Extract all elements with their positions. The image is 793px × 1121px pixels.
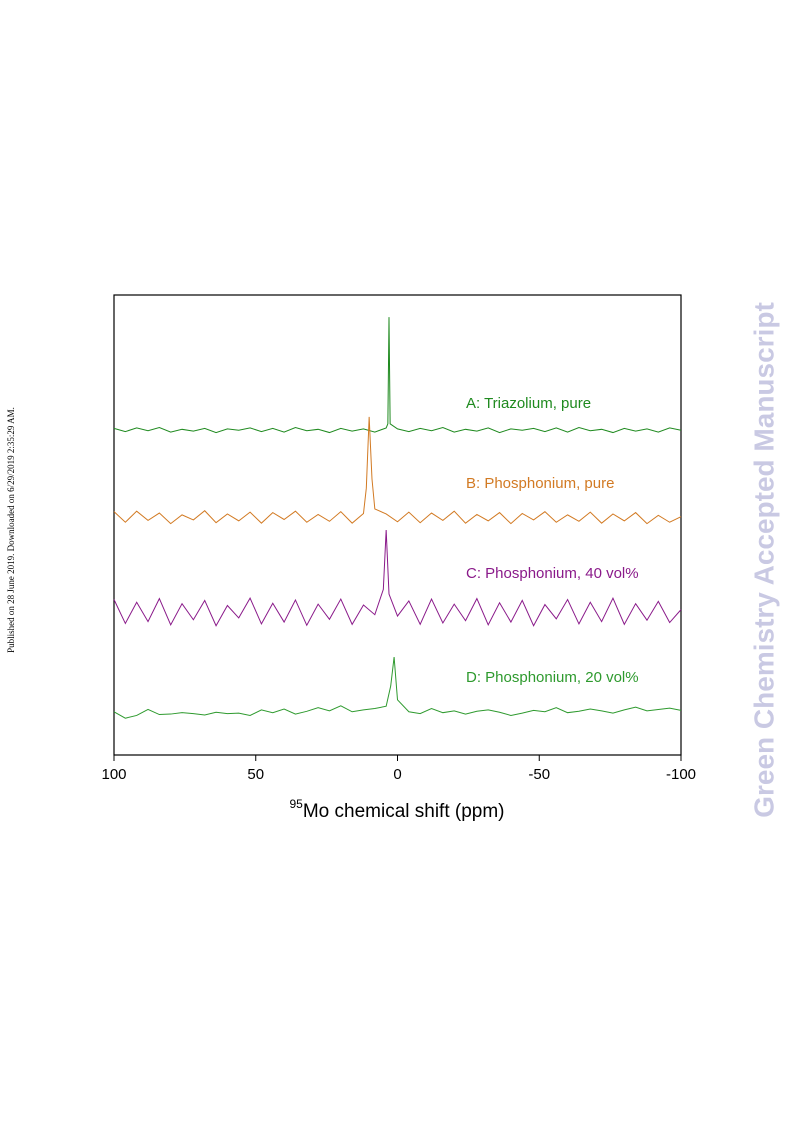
side-note: Published on 28 June 2019. Downloaded on… [6,407,16,653]
spectrum-line [113,317,682,434]
x-tick-label: 50 [247,766,264,783]
series-label: D: Phosphonium, 20 vol% [466,669,639,686]
x-tick-label: 0 [393,766,401,783]
x-label-text: Mo chemical shift (ppm) [303,801,505,822]
series-label: A: Triazolium, pure [466,395,591,412]
watermark: Green Chemistry Accepted Manuscript [748,302,779,818]
x-label-sup: 95 [289,797,303,811]
series-label: C: Phosphonium, 40 vol% [466,565,639,582]
x-tick-label: 100 [101,766,126,783]
spectrum-line [113,656,682,719]
spectrum-line [113,416,682,525]
x-tick-label: -50 [528,766,550,783]
spectrum-line [113,530,682,627]
series-label: B: Phosphonium, pure [466,475,614,492]
x-tick-label: -100 [666,766,696,783]
plot-frame [113,294,682,756]
x-axis-label: 95Mo chemical shift (ppm) [289,797,504,822]
